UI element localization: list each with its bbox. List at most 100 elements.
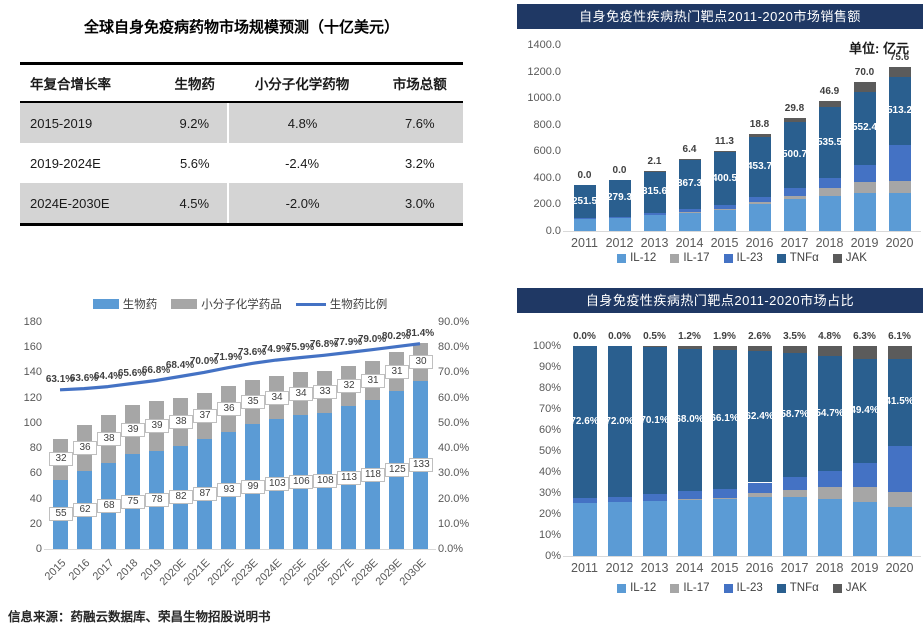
x-label-2019: 2019 [850,236,879,250]
target-share-chart: 0% 10% 20% 30% 40% 50% 60% 70% 80% 90% 100% 72.6% 0.… [505,0,923,631]
cagr-table: 年复合增长率 生物药 小分子化学药物 市场总额 2015-2019 9.2% 4… [20,62,463,226]
target-share-top-label: 4.8% [818,331,841,342]
target-share-JAK-segment [852,346,877,360]
target-sales-IL-12-segment [853,193,876,231]
target-sales-top-label: 2.1 [647,156,662,168]
target-sales-top-label: 70.0 [854,67,875,79]
target-share-IL-23-segment [607,497,632,503]
right-axis-tick: 30.0% [438,467,470,480]
target-share-IL-12-segment [642,500,667,556]
y-tick: 90% [538,361,561,373]
target-sales-TNFα-value-label: 279.3 [606,192,633,204]
target-sales-IL-23-segment [783,188,806,196]
target-share-top-label: 6.1% [888,331,911,342]
right-axis-tick: 40.0% [438,442,470,455]
target-share-IL-17-segment [852,487,877,503]
market-forecast-小分子化学药品-value-label: 35 [241,395,265,410]
legend-swatch-TNFα [776,583,786,593]
target-share-IL-23-segment [747,482,772,494]
x-axis-line [563,556,921,557]
right-column: 自身免疫性疾病热门靶点2011-2020市场销售额 单位: 亿元 0.0 200.… [505,0,923,631]
target-share-IL-23-segment [712,488,737,498]
target-share-legend: IL-12 IL-17 IL-23 TNFα JAK [542,582,923,594]
y-tick: 200.0 [533,198,561,211]
target-sales-TNFα-segment: 367.3 [677,160,702,209]
col-header-biologics: 生物药 [162,63,228,103]
target-sales-TNFα-value-label: 315.6 [641,186,668,198]
target-sales-IL-23-segment [888,144,911,182]
target-share-JAK-segment [747,346,772,352]
x-label-2017: 2017 [780,561,809,575]
target-sales-top-label: 46.9 [819,86,840,97]
target-sales-top-label: 75.6 [889,51,910,63]
target-share-JAK-segment [677,346,702,349]
target-sales-TNFα-segment: 453.7 [747,136,772,198]
target-sales-TNFα-value-label: 400.5 [711,172,738,184]
biologics-ratio-line [59,342,421,392]
target-share-TNFα-value-label: 54.7% [815,407,844,419]
legend-item-JAK: JAK [832,252,867,264]
legend-label: IL-17 [683,582,710,594]
target-sales-IL-12-segment [783,199,806,231]
source-note: 信息来源：药融云数据库、荣昌生物招股说明书 [8,610,271,624]
target-share-IL-17-segment [712,497,737,499]
market-forecast-小分子化学药品-value-label: 39 [145,419,169,434]
target-sales-IL-12-segment [643,215,666,231]
target-share-TNFα-value-label: 72.0% [605,415,634,427]
target-share-TNFα-value-label: 41.5% [885,396,914,408]
legend-swatch-IL-17 [670,253,680,263]
target-sales-TNFα-value-label: 513.2 [886,104,913,116]
left-axis-tick: 140 [23,366,42,379]
right-axis-tick: 70.0% [438,366,470,379]
x-label-2017: 2017 [780,236,809,250]
target-share-TNFα-segment: 72.6% [570,346,599,499]
right-axis-tick: 90.0% [438,316,470,328]
target-share-JAK-segment [642,346,667,348]
legend-swatch-小分子化学药品 [171,299,198,309]
y-tick: 40% [538,466,561,478]
x-axis-line [44,549,436,550]
left-axis-tick: 40 [29,492,42,505]
y-tick: 30% [538,487,561,499]
target-share-top-label: 0.0% [573,331,596,342]
market-forecast-小分子化学药品-value-label: 31 [361,373,385,388]
target-sales-top-label: 11.3 [715,135,734,147]
target-sales-JAK-segment [888,66,911,77]
market-forecast-生物药-value-label: 75 [121,494,145,509]
legend-swatch-IL-23 [723,583,733,593]
target-sales-top-label: 0.0 [577,169,592,181]
cell-sm-1: 4.8% [226,102,377,143]
market-forecast-ratio-label: 68.4% [165,360,195,372]
target-sales-top-label: 18.8 [749,119,770,131]
target-sales-JAK-segment [783,117,806,122]
x-label-2020: 2020 [885,561,914,575]
target-share-IL-23-segment [642,494,667,501]
target-share-IL-17-segment [887,492,912,508]
market-forecast-legend: 生物药 小分子化学药品 生物药比例 [40,296,440,312]
y-tick: 600.0 [533,145,561,158]
x-label-2020: 2020 [885,236,914,250]
market-forecast-生物药-value-label: 87 [193,487,217,502]
target-sales-IL-23-segment [643,213,666,216]
x-label-2013: 2013 [640,561,669,575]
target-share-TNFα-segment: 68.0% [675,348,704,492]
market-forecast-小分子化学药品-value-label: 38 [97,432,121,447]
target-sales-TNFα-value-label: 535.5 [816,136,843,148]
target-share-top-label: 0.0% [608,331,631,342]
legend-label: JAK [845,582,867,594]
target-share-IL-12-segment [747,497,772,556]
right-axis-tick: 50.0% [438,416,470,429]
cell-sm-3: -2.0% [226,183,377,225]
market-forecast-生物药-value-label: 55 [49,507,73,522]
target-share-TNFα-value-label: 68.0% [675,413,704,425]
table-row: 2024E-2030E 4.5% -2.0% 3.0% [20,183,463,225]
target-sales-legend: IL-12 IL-17 IL-23 TNFα JAK [542,252,923,264]
target-sales-TNFα-segment: 500.7 [782,121,807,189]
legend-item-生物药比例: 生物药比例 [295,296,388,312]
market-forecast-生物药-value-label: 106 [289,475,313,490]
legend-label: 生物药比例 [329,299,388,311]
market-forecast-ratio-label: 65.6% [117,367,147,379]
target-sales-IL-23-segment [818,178,841,189]
x-label-2014: 2014 [675,236,704,250]
left-axis-tick: 0 [35,543,42,555]
